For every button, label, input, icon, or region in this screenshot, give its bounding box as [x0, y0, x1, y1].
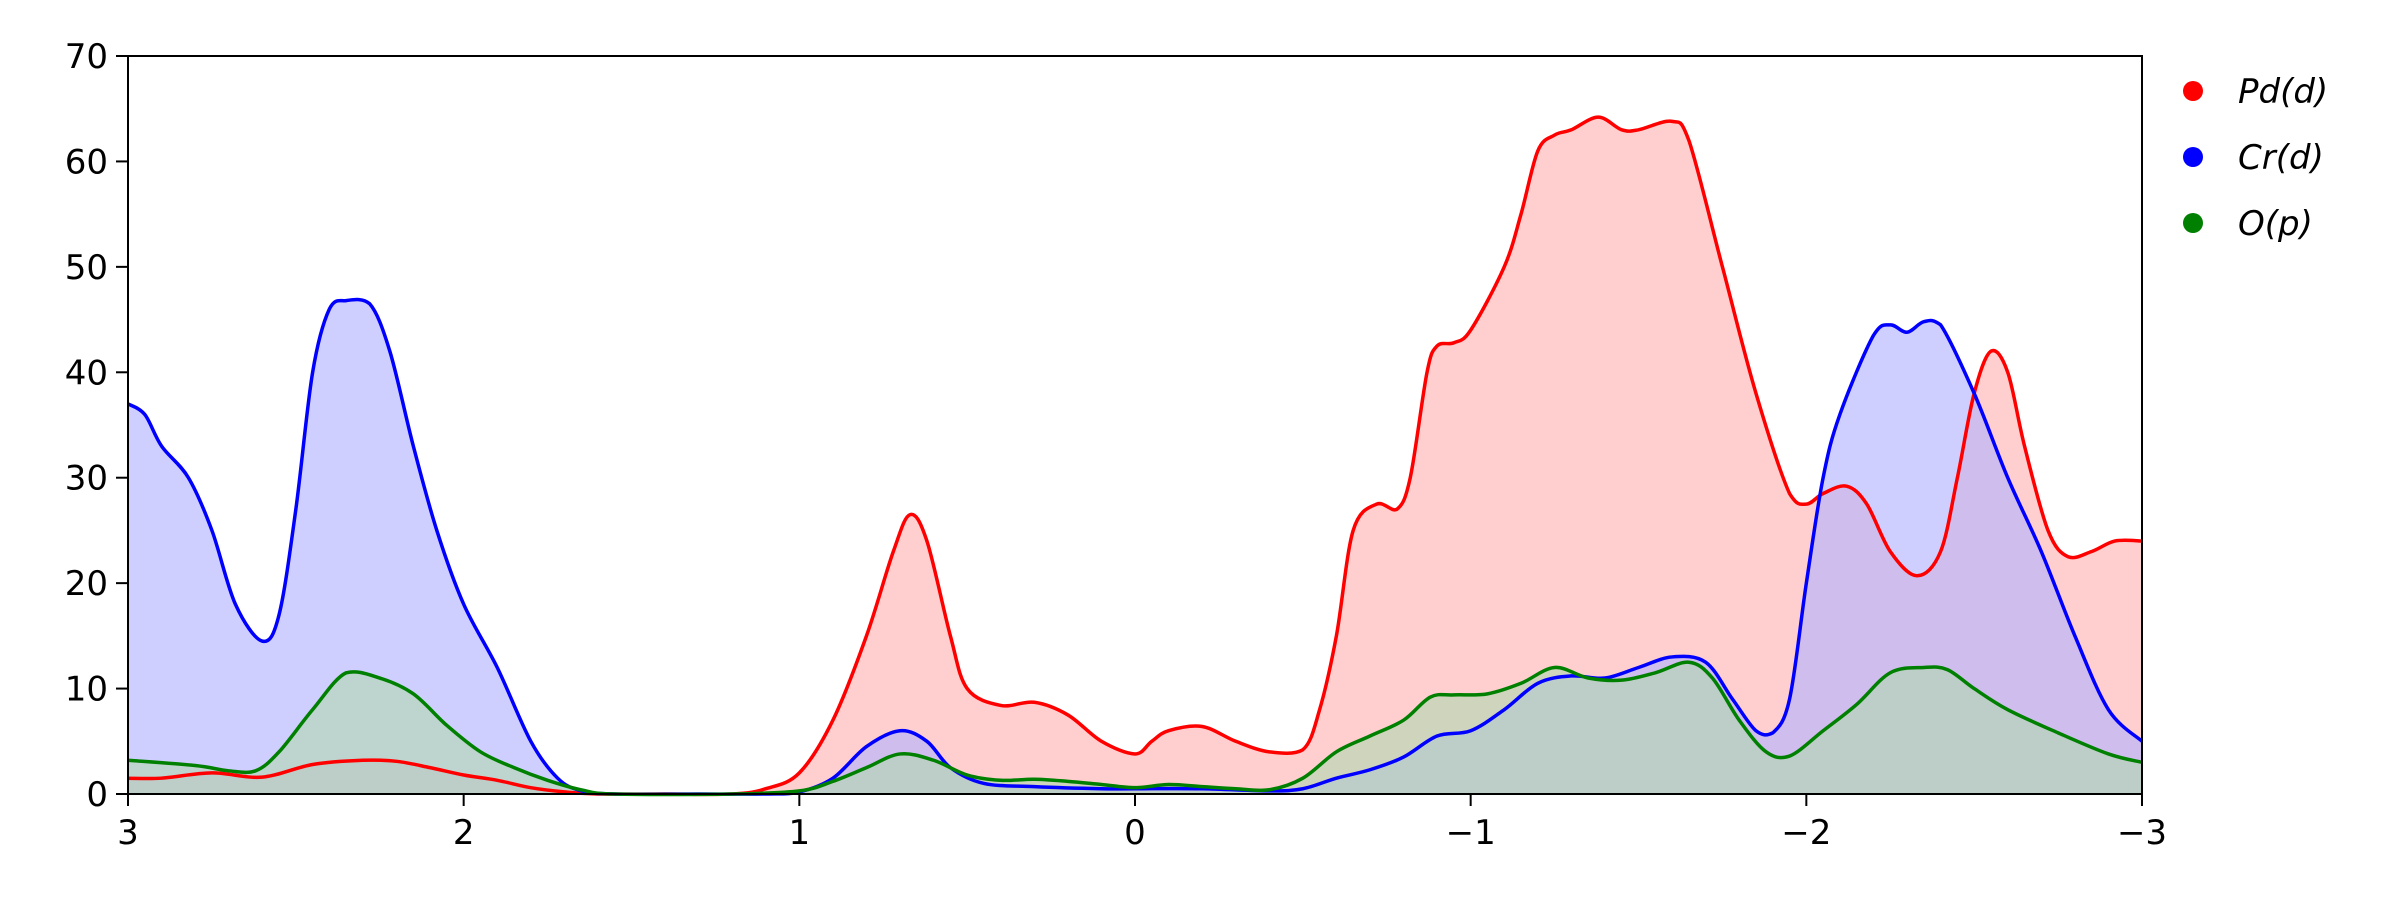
legend-marker-cr-d [2183, 147, 2203, 167]
legend-label-cr-d: Cr(d) [2238, 138, 2324, 178]
y-tick-label: 50 [65, 248, 108, 288]
legend-marker-o-p [2183, 213, 2203, 233]
legend-label-pd-d: Pd(d) [2238, 72, 2328, 112]
x-tick-label: 3 [117, 813, 139, 853]
y-tick-label: 10 [65, 670, 108, 710]
area-fill-cr-d [128, 299, 2142, 795]
y-tick-label: 60 [65, 142, 108, 182]
x-tick-label: 0 [1124, 813, 1146, 853]
x-tick-label: 2 [453, 813, 475, 853]
y-tick-label: 20 [65, 564, 108, 604]
x-tick-label: −1 [1446, 813, 1496, 853]
y-tick-label: 0 [86, 775, 108, 815]
x-tick-label: −2 [1781, 813, 1831, 853]
x-axis: 3 2 1 0 −1 −2 −3 [117, 794, 2167, 853]
legend-marker-pd-d [2183, 81, 2203, 101]
area-fill-pd-d [128, 117, 2142, 795]
y-tick-label: 70 [65, 37, 108, 77]
x-tick-label: 1 [789, 813, 811, 853]
y-tick-label: 30 [65, 459, 108, 499]
y-tick-label: 40 [65, 353, 108, 393]
area-fill-o-p [128, 662, 2142, 795]
legend-label-o-p: O(p) [2238, 204, 2313, 244]
series-line-o-p [127, 660, 2143, 797]
series-fills [128, 117, 2142, 795]
x-tick-label: −3 [2117, 813, 2167, 853]
legend: Pd(d) Cr(d) O(p) [2183, 72, 2328, 244]
y-axis: 0 10 20 30 40 50 60 70 [65, 37, 128, 815]
